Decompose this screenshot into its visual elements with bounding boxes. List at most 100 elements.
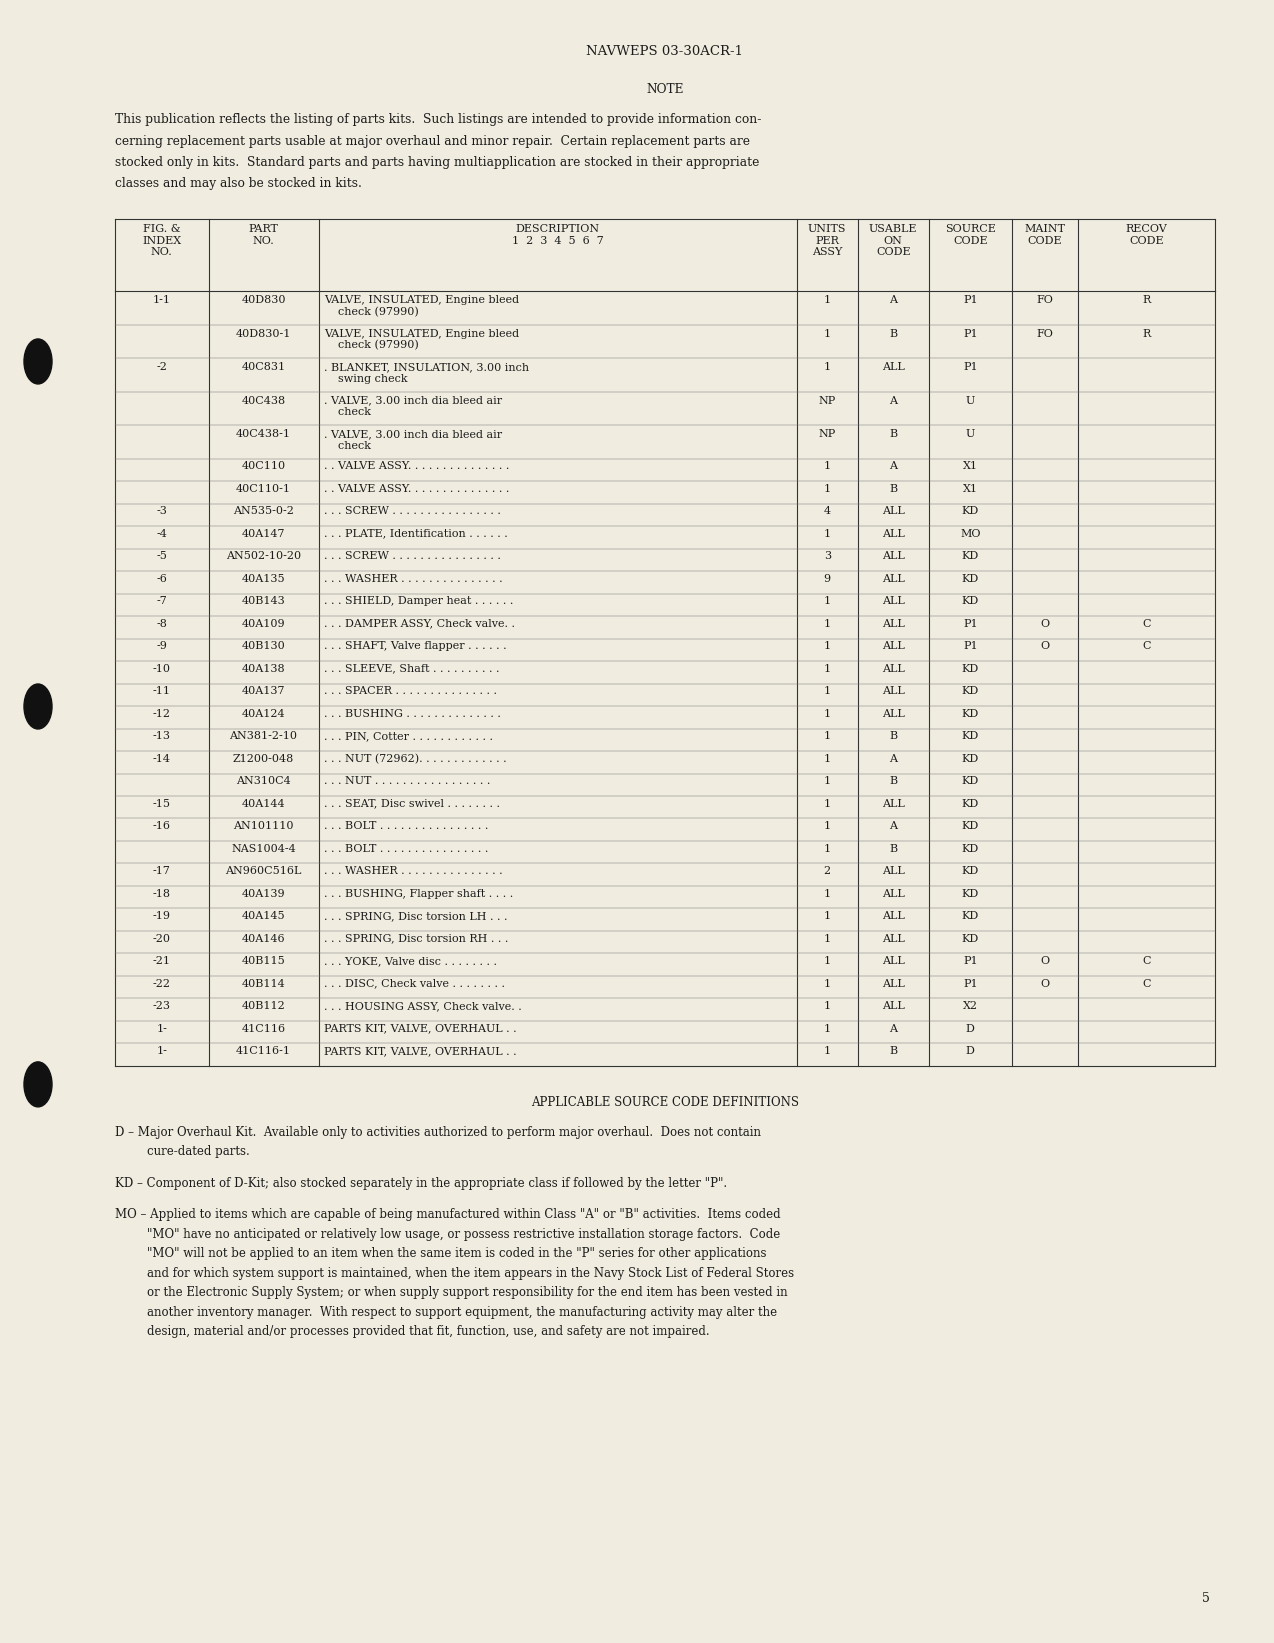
Text: 1: 1	[824, 1047, 831, 1056]
Text: VALVE, INSULATED, Engine bleed
    check (97990): VALVE, INSULATED, Engine bleed check (97…	[325, 296, 520, 317]
Text: X1: X1	[963, 462, 977, 472]
Text: . . . SPRING, Disc torsion RH . . .: . . . SPRING, Disc torsion RH . . .	[325, 933, 508, 943]
Text: 3: 3	[824, 550, 831, 562]
Text: ALL: ALL	[882, 619, 905, 629]
Text: 1: 1	[824, 775, 831, 787]
Text: DESCRIPTION
1  2  3  4  5  6  7: DESCRIPTION 1 2 3 4 5 6 7	[512, 223, 604, 245]
Text: C: C	[1142, 979, 1150, 989]
Text: NP: NP	[819, 396, 836, 406]
Text: 1: 1	[824, 462, 831, 472]
Text: 40A138: 40A138	[242, 664, 285, 674]
Text: ALL: ALL	[882, 529, 905, 539]
Text: KD: KD	[962, 687, 978, 697]
Text: -6: -6	[157, 573, 167, 583]
Ellipse shape	[24, 1061, 52, 1107]
Text: C: C	[1142, 641, 1150, 651]
Text: P1: P1	[963, 329, 977, 338]
Text: ALL: ALL	[882, 596, 905, 606]
Text: ALL: ALL	[882, 798, 905, 808]
Text: 40B143: 40B143	[242, 596, 285, 606]
Text: . . . SCREW . . . . . . . . . . . . . . . .: . . . SCREW . . . . . . . . . . . . . . …	[325, 506, 502, 516]
Text: Z1200-048: Z1200-048	[233, 754, 294, 764]
Text: . . . BUSHING . . . . . . . . . . . . . .: . . . BUSHING . . . . . . . . . . . . . …	[325, 708, 502, 718]
Text: -14: -14	[153, 754, 171, 764]
Text: 40A139: 40A139	[242, 889, 285, 899]
Text: -3: -3	[157, 506, 167, 516]
Text: O: O	[1040, 641, 1049, 651]
Text: SOURCE
CODE: SOURCE CODE	[945, 223, 996, 245]
Text: . . . YOKE, Valve disc . . . . . . . .: . . . YOKE, Valve disc . . . . . . . .	[325, 956, 498, 966]
Text: ALL: ALL	[882, 979, 905, 989]
Text: 40C110-1: 40C110-1	[236, 483, 290, 493]
Text: . . . PIN, Cotter . . . . . . . . . . . .: . . . PIN, Cotter . . . . . . . . . . . …	[325, 731, 493, 741]
Text: and for which system support is maintained, when the item appears in the Navy St: and for which system support is maintain…	[147, 1267, 794, 1280]
Text: AN502-10-20: AN502-10-20	[225, 550, 301, 562]
Text: A: A	[889, 1024, 897, 1033]
Text: . VALVE, 3.00 inch dia bleed air
    check: . VALVE, 3.00 inch dia bleed air check	[325, 396, 503, 417]
Text: KD: KD	[962, 550, 978, 562]
Text: . . . BOLT . . . . . . . . . . . . . . . .: . . . BOLT . . . . . . . . . . . . . . .…	[325, 822, 489, 831]
Text: C: C	[1142, 956, 1150, 966]
Text: ALL: ALL	[882, 550, 905, 562]
Text: . . . SLEEVE, Shaft . . . . . . . . . .: . . . SLEEVE, Shaft . . . . . . . . . .	[325, 664, 499, 674]
Text: NP: NP	[819, 429, 836, 439]
Text: R: R	[1142, 296, 1150, 306]
Text: . . . DAMPER ASSY, Check valve. .: . . . DAMPER ASSY, Check valve. .	[325, 619, 516, 629]
Text: -21: -21	[153, 956, 171, 966]
Text: O: O	[1040, 619, 1049, 629]
Text: 1: 1	[824, 596, 831, 606]
Text: ALL: ALL	[882, 506, 905, 516]
Text: 1-: 1-	[157, 1047, 167, 1056]
Text: . . . HOUSING ASSY, Check valve. .: . . . HOUSING ASSY, Check valve. .	[325, 1001, 522, 1010]
Text: 40C438: 40C438	[242, 396, 285, 406]
Text: NAVWEPS 03-30ACR-1: NAVWEPS 03-30ACR-1	[586, 44, 744, 58]
Text: ALL: ALL	[882, 361, 905, 371]
Text: ALL: ALL	[882, 866, 905, 876]
Text: KD: KD	[962, 912, 978, 922]
Text: -19: -19	[153, 912, 171, 922]
Text: 40C438-1: 40C438-1	[236, 429, 290, 439]
Text: B: B	[889, 483, 897, 493]
Text: 1: 1	[824, 619, 831, 629]
Text: ALL: ALL	[882, 687, 905, 697]
Text: . . . NUT (72962). . . . . . . . . . . . .: . . . NUT (72962). . . . . . . . . . . .…	[325, 754, 507, 764]
Text: P1: P1	[963, 296, 977, 306]
Text: 1: 1	[824, 889, 831, 899]
Text: 1: 1	[824, 296, 831, 306]
Text: D: D	[966, 1024, 975, 1033]
Text: 1: 1	[824, 529, 831, 539]
Text: B: B	[889, 1047, 897, 1056]
Text: 1: 1	[824, 1001, 831, 1010]
Text: 40A137: 40A137	[242, 687, 285, 697]
Text: . BLANKET, INSULATION, 3.00 inch
    swing check: . BLANKET, INSULATION, 3.00 inch swing c…	[325, 361, 530, 383]
Text: P1: P1	[963, 979, 977, 989]
Text: FO: FO	[1036, 329, 1052, 338]
Text: -10: -10	[153, 664, 171, 674]
Text: KD: KD	[962, 866, 978, 876]
Text: . . . PLATE, Identification . . . . . .: . . . PLATE, Identification . . . . . .	[325, 529, 508, 539]
Text: KD: KD	[962, 822, 978, 831]
Text: MO: MO	[961, 529, 981, 539]
Text: A: A	[889, 462, 897, 472]
Text: KD: KD	[962, 933, 978, 943]
Text: . . . SCREW . . . . . . . . . . . . . . . .: . . . SCREW . . . . . . . . . . . . . . …	[325, 550, 502, 562]
Text: another inventory manager.  With respect to support equipment, the manufacturing: another inventory manager. With respect …	[147, 1306, 777, 1319]
Text: ALL: ALL	[882, 573, 905, 583]
Text: 41C116: 41C116	[242, 1024, 285, 1033]
Text: AN381-2-10: AN381-2-10	[229, 731, 298, 741]
Text: ALL: ALL	[882, 912, 905, 922]
Text: 1: 1	[824, 912, 831, 922]
Text: 1: 1	[824, 641, 831, 651]
Text: O: O	[1040, 979, 1049, 989]
Text: 1: 1	[824, 664, 831, 674]
Text: . . . DISC, Check valve . . . . . . . .: . . . DISC, Check valve . . . . . . . .	[325, 979, 506, 989]
Text: 40A147: 40A147	[242, 529, 285, 539]
Text: cure-dated parts.: cure-dated parts.	[147, 1145, 250, 1158]
Text: U: U	[966, 396, 975, 406]
Text: ALL: ALL	[882, 889, 905, 899]
Text: AN310C4: AN310C4	[236, 775, 290, 787]
Text: FIG. &
INDEX
NO.: FIG. & INDEX NO.	[143, 223, 181, 258]
Text: 40B130: 40B130	[242, 641, 285, 651]
Text: O: O	[1040, 956, 1049, 966]
Text: design, material and/or processes provided that fit, function, use, and safety a: design, material and/or processes provid…	[147, 1326, 710, 1339]
